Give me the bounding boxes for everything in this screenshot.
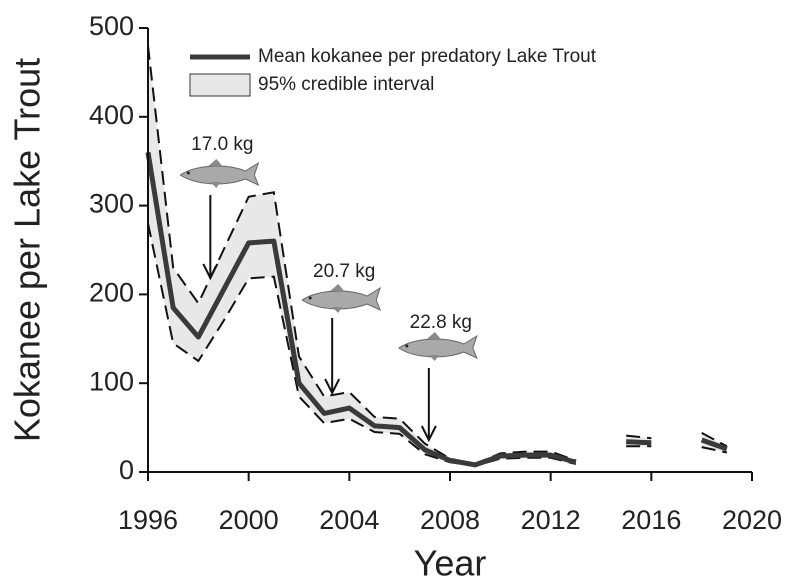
legend-swatch <box>190 74 250 96</box>
x-tick-label: 2004 <box>319 505 379 535</box>
annotation: 20.7 kg <box>313 261 375 282</box>
y-axis-title: Kokanee per Lake Trout <box>7 58 48 442</box>
y-tick-label: 200 <box>89 278 134 308</box>
mean-line <box>148 152 576 465</box>
y-tick-label: 300 <box>89 189 134 219</box>
mean-line <box>626 442 651 443</box>
fish-eye <box>405 345 408 348</box>
y-tick-label: 0 <box>119 455 134 485</box>
interval-bound <box>148 223 576 465</box>
fish-body <box>302 288 380 310</box>
x-tick-label: 1996 <box>118 505 178 535</box>
x-tick-label: 2020 <box>722 505 782 535</box>
interval-bound <box>148 46 576 464</box>
legend-label: Mean kokanee per predatory Lake Trout <box>258 46 597 67</box>
fish-eye <box>187 172 190 175</box>
annotation: 22.8 kg <box>410 312 472 333</box>
x-tick-label: 2012 <box>521 505 581 535</box>
x-tick-label: 2000 <box>219 505 279 535</box>
fish-icon <box>302 284 380 313</box>
y-tick-label: 500 <box>89 11 134 41</box>
fish-body <box>399 336 477 358</box>
annotation: 17.0 kg <box>191 134 253 155</box>
fish-body <box>180 163 258 185</box>
y-tick-label: 100 <box>89 366 134 396</box>
fish-icon <box>180 159 258 188</box>
chart: Year Kokanee per Lake Trout 0 100 200 300 40… <box>0 0 792 582</box>
x-tick-label: 2016 <box>621 505 681 535</box>
x-tick-label: 2008 <box>420 505 480 535</box>
y-tick-label: 400 <box>89 100 134 130</box>
fish-eye <box>309 297 312 300</box>
legend-label: 95% credible interval <box>258 74 434 95</box>
page: {"chart_data": { "type": "line", "x_labe… <box>0 0 792 582</box>
x-axis-title: Year <box>414 543 487 582</box>
credible-band <box>148 46 576 466</box>
fish-icon <box>399 332 477 361</box>
